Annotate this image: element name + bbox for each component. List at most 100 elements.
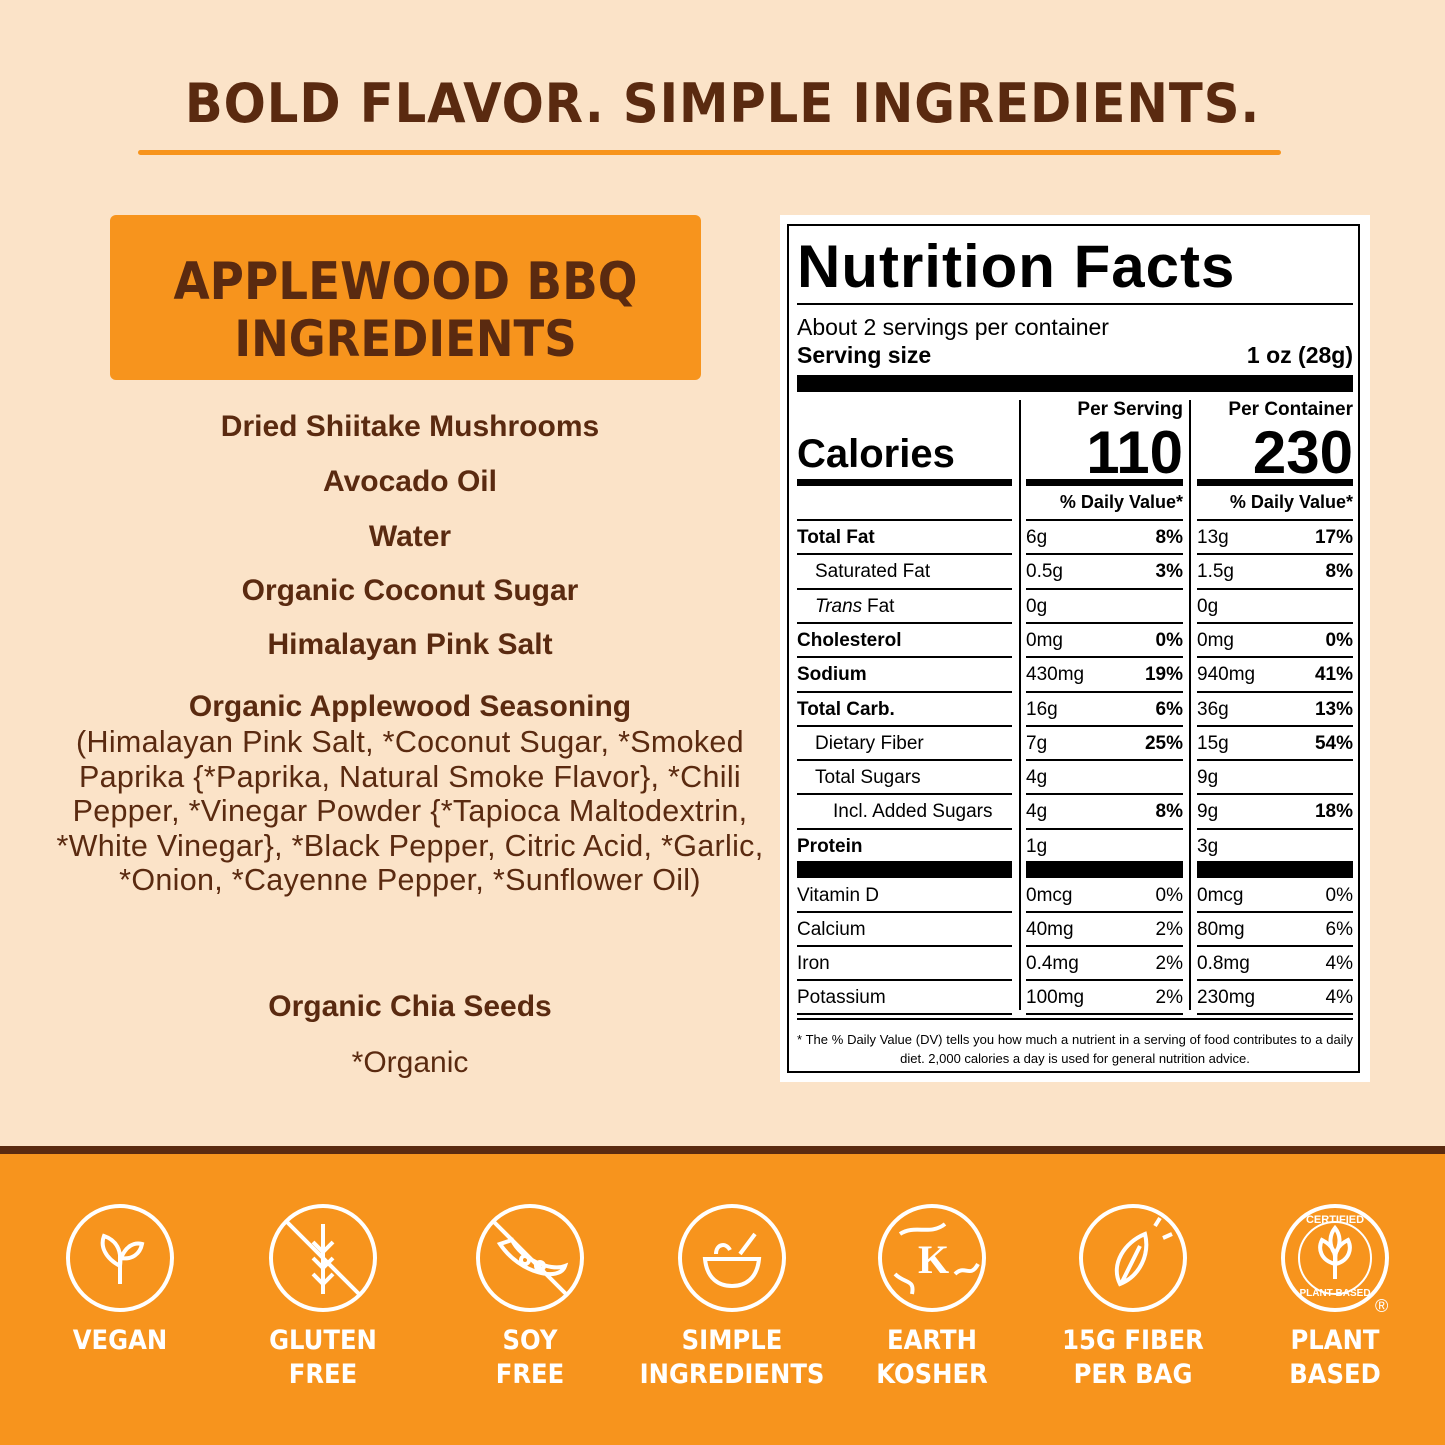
nf-rule <box>797 945 1012 947</box>
nf-daily-value: 6% <box>1155 698 1183 720</box>
nf-rule <box>1197 553 1353 556</box>
nf-amount: 0g <box>1197 595 1219 617</box>
nf-rule <box>797 1018 1353 1020</box>
badge-label: EARTH <box>887 1325 977 1356</box>
nf-rule <box>1026 553 1183 556</box>
badge-mark: K <box>918 1237 950 1282</box>
nutrition-panel <box>780 215 1370 1082</box>
soy-icon <box>476 1204 584 1312</box>
nf-amount: 15g <box>1197 732 1229 754</box>
ingredient-name: Water <box>368 520 452 553</box>
ingredient-name: Himalayan Pink Salt <box>267 628 553 661</box>
nf-amount: 100mg <box>1026 987 1085 1008</box>
nf-row-label: Incl. Added Sugars <box>833 801 993 823</box>
nf-amount: 9g <box>1197 767 1219 789</box>
nf-amount: 0mg <box>1197 629 1234 651</box>
nf-rule <box>1197 656 1353 659</box>
plant-icon <box>1281 1204 1389 1312</box>
title-underline <box>138 150 1281 155</box>
nf-row-label: Total Carb. <box>797 698 895 720</box>
simple-icon <box>678 1204 786 1312</box>
nf-calories-bar <box>1026 479 1183 486</box>
nf-daily-value: 2% <box>1155 987 1183 1008</box>
nf-rule <box>797 303 1353 305</box>
nf-rule <box>1197 827 1353 830</box>
band-rule <box>0 1146 1445 1154</box>
badge-label: KOSHER <box>876 1359 988 1390</box>
nf-row-label: Iron <box>797 953 830 974</box>
badge-seal-text: PLANT BASED <box>1299 1288 1371 1299</box>
nf-rule <box>797 587 1012 590</box>
nf-thick-bar <box>1026 861 1183 878</box>
nf-amount: 0.8mg <box>1197 953 1250 974</box>
nf-rule <box>797 979 1012 981</box>
nf-amount: 4g <box>1026 767 1048 789</box>
nf-amount: 16g <box>1026 698 1058 720</box>
nf-rule <box>1026 587 1183 590</box>
ingredients-heading-box <box>110 215 701 380</box>
nf-daily-value: 19% <box>1144 664 1183 686</box>
nf-calories-value: 110 <box>1086 419 1183 486</box>
ingredients-footnote: *Organic <box>351 1046 469 1079</box>
badge-icons <box>66 1204 1389 1312</box>
nf-row-label: Dietary Fiber <box>815 732 924 754</box>
nf-rule <box>797 827 1012 830</box>
nf-amount: 13g <box>1197 527 1229 548</box>
nf-serving-label: Serving size <box>797 342 932 368</box>
nf-amount: 940mg <box>1197 664 1256 686</box>
nf-daily-value: 3% <box>1155 561 1183 583</box>
nf-row-label: Sodium <box>797 664 867 686</box>
nf-calories-value: 230 <box>1252 419 1353 486</box>
badge-label: PLANT <box>1290 1325 1380 1356</box>
nf-calories-bar <box>797 479 1012 486</box>
nf-rule <box>1026 759 1183 762</box>
nf-amount: 1.5g <box>1197 561 1234 583</box>
nf-daily-value: 18% <box>1314 801 1353 823</box>
nf-amount: 36g <box>1197 698 1229 720</box>
nf-amount: 230mg <box>1197 987 1256 1008</box>
nf-rule <box>1197 690 1353 693</box>
nf-daily-value: 25% <box>1144 732 1183 754</box>
nf-rule <box>1197 979 1353 981</box>
nf-daily-value: 13% <box>1314 698 1353 720</box>
nf-row-label: Calcium <box>797 919 866 940</box>
nf-rule <box>797 621 1012 624</box>
ingredient-name: Organic Coconut Sugar <box>241 574 579 607</box>
nf-rule <box>1197 1013 1353 1015</box>
badge-label: FREE <box>288 1359 358 1390</box>
nf-rule <box>1197 793 1353 796</box>
nf-servings: About 2 servings per container <box>797 314 1109 340</box>
nf-amount: 40mg <box>1026 919 1074 940</box>
badge-seal-text: CERTIFIED <box>1305 1214 1365 1226</box>
nf-rule <box>1197 759 1353 762</box>
nf-row-label: Fat <box>867 595 895 617</box>
nf-row-label: Total Fat <box>797 527 875 548</box>
nf-thick-bar <box>1197 861 1353 878</box>
nf-amount: 9g <box>1197 801 1219 823</box>
nf-amount: 0.5g <box>1026 561 1063 583</box>
ingredients-heading: INGREDIENTS <box>234 310 577 368</box>
badge-label: GLUTEN <box>269 1325 377 1356</box>
nf-amount: 80mg <box>1197 919 1245 940</box>
nf-amount: 0mcg <box>1197 885 1244 906</box>
nf-rule <box>1197 621 1353 624</box>
nf-row-label: Trans <box>815 595 863 617</box>
nf-amount: 0mg <box>1026 629 1063 651</box>
nf-col-divider <box>1019 400 1021 1010</box>
nf-rule <box>1197 724 1353 727</box>
nf-daily-value: 2% <box>1155 919 1183 940</box>
nf-amount: 0mcg <box>1026 885 1073 906</box>
nf-daily-value: 6% <box>1325 919 1353 940</box>
nf-thick-bar <box>797 375 1353 392</box>
nutrition-border <box>787 224 1360 1073</box>
nf-daily-value: 4% <box>1325 987 1353 1008</box>
nf-footnote: * The % Daily Value (DV) tells you how m… <box>797 1032 1353 1066</box>
nf-amount: 0g <box>1026 595 1048 617</box>
ingredient-name: Dried Shiitake Mushrooms <box>220 410 600 443</box>
nf-row-label: Total Sugars <box>815 767 921 789</box>
nf-rule <box>1197 945 1353 947</box>
nf-daily-value: 2% <box>1155 953 1183 974</box>
nf-daily-value: 4% <box>1325 953 1353 974</box>
nf-rule <box>797 519 1012 521</box>
